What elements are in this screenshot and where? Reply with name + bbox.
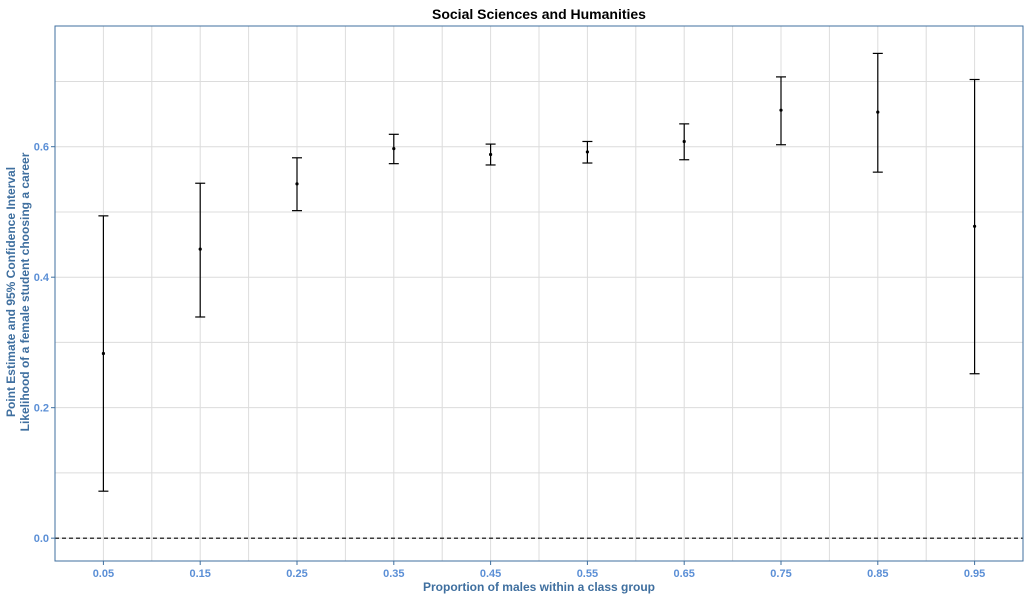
point-estimate — [585, 150, 590, 154]
panel-border — [54, 25, 1024, 562]
x-tick-label: 0.15 — [189, 568, 210, 580]
y-tick-label: 0.2 — [34, 403, 49, 415]
y-tick-label: 0.4 — [34, 272, 50, 284]
x-tick-label: 0.95 — [964, 568, 985, 580]
point-estimate — [295, 182, 299, 186]
errorbar — [582, 140, 593, 164]
point-estimate — [779, 108, 783, 112]
point-estimate — [198, 247, 202, 251]
point-estimate — [101, 351, 105, 356]
x-axis-ticks: 0.05 0.15 0.25 0.35 0.45 0.55 0.65 0.75 0.85 0.95 — [93, 561, 985, 580]
errorbar-group — [98, 52, 980, 492]
errorbar — [195, 182, 206, 318]
x-tick-label: 0.35 — [383, 568, 404, 580]
point-estimate — [876, 110, 880, 114]
errorbar — [388, 133, 399, 165]
y-axis-title: Point Estimate and 95% Confidence Interv… — [4, 152, 32, 431]
errorbar — [872, 52, 883, 173]
point-estimate — [682, 139, 686, 144]
y-tick-label: 0.0 — [34, 533, 49, 545]
x-tick-label: 0.55 — [577, 568, 598, 580]
x-axis-title: Proportion of males within a class group — [423, 580, 655, 594]
x-tick-label: 0.45 — [480, 568, 501, 580]
point-estimate — [973, 224, 977, 228]
y-axis-ticks: 0.0 0.2 0.4 0.6 — [34, 142, 55, 545]
y-axis-title-line-2: Likelihood of a female student choosing … — [18, 152, 32, 431]
x-tick-label: 0.85 — [867, 568, 888, 580]
errorbar — [292, 157, 302, 212]
errorbar — [98, 215, 109, 492]
point-estimate — [489, 152, 493, 157]
x-tick-label: 0.25 — [286, 568, 307, 580]
chart-title: Social Sciences and Humanities — [432, 6, 646, 22]
errorbar — [485, 143, 496, 166]
grid — [55, 26, 1023, 561]
errorbar — [969, 78, 980, 375]
y-tick-label: 0.6 — [34, 142, 49, 154]
point-estimate — [392, 147, 396, 151]
errorbar — [776, 76, 786, 146]
x-tick-label: 0.65 — [673, 568, 694, 580]
errorbar — [679, 123, 690, 161]
x-tick-label: 0.05 — [93, 568, 114, 580]
y-axis-title-line-1: Point Estimate and 95% Confidence Interv… — [4, 167, 18, 417]
x-tick-label: 0.75 — [770, 568, 791, 580]
